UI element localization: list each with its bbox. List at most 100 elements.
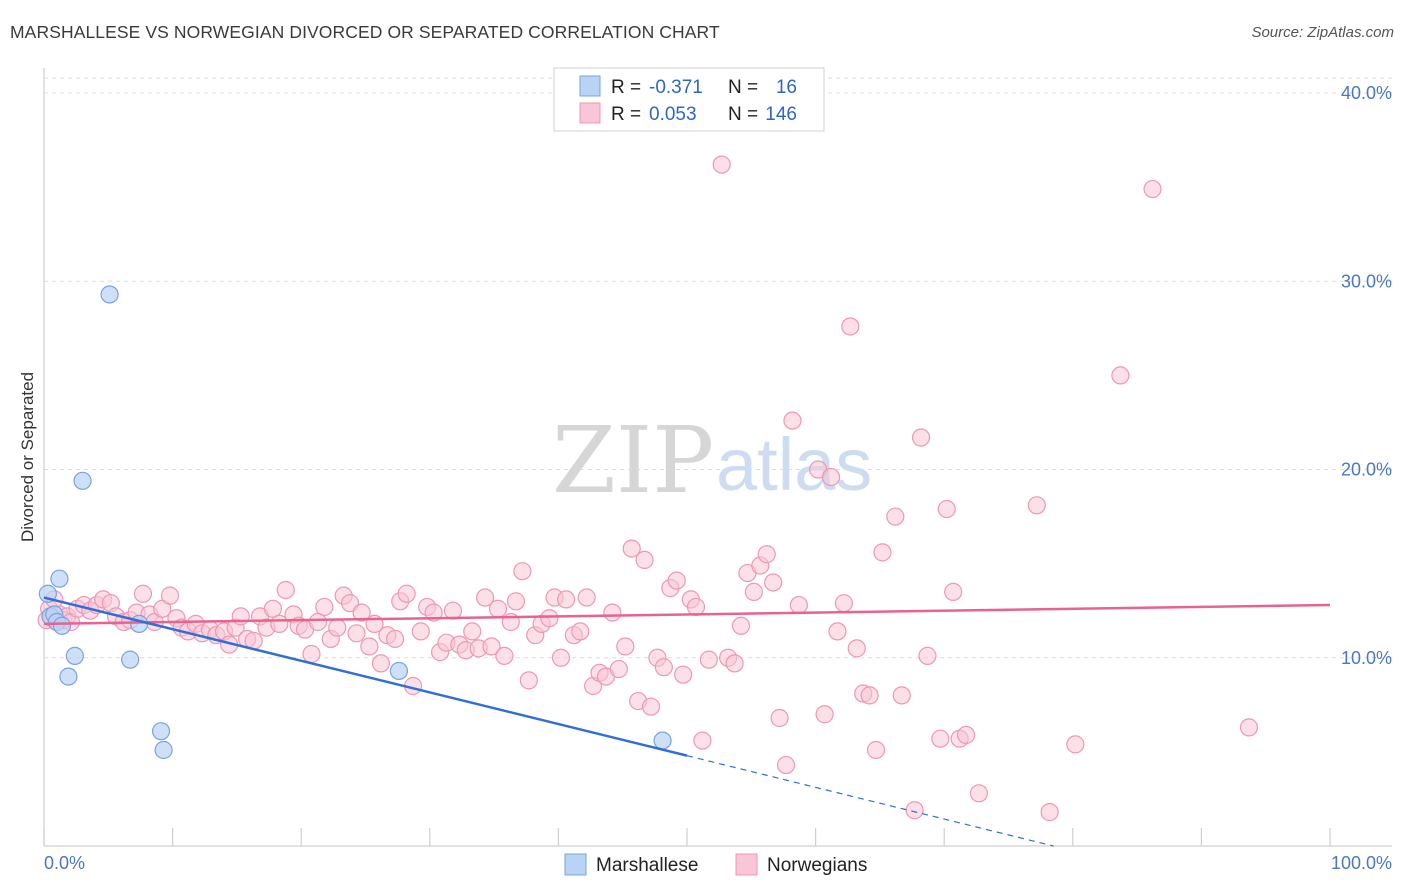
norwegians-point-97: [635, 550, 654, 569]
watermark-atlas: atlas: [716, 423, 872, 506]
norwegians-point-107: [699, 650, 718, 669]
norwegians-point-84: [551, 648, 571, 667]
norwegians-point-124: [828, 622, 847, 641]
x-tick-label-min: 0.0%: [44, 853, 85, 873]
marshallese-point-10: [121, 650, 140, 669]
norwegians-point-82: [540, 609, 559, 628]
marshallese-point-4: [50, 569, 69, 588]
norwegians-point-46: [308, 612, 328, 632]
norwegians-point-70: [463, 622, 482, 641]
trend-lines: [43, 596, 1331, 847]
norwegians-point-100: [654, 658, 673, 677]
norwegians-point-141: [956, 725, 976, 745]
norwegians-point-142: [969, 784, 989, 803]
norwegians-point-93: [609, 659, 628, 679]
marshallese-trend-extension: [686, 755, 1054, 847]
norwegians-point-119: [783, 411, 802, 430]
norwegians-point-54: [360, 637, 379, 656]
norwegians-point-88: [577, 588, 596, 607]
marshallese-point-7: [65, 646, 84, 665]
marshallese-point-12: [151, 722, 171, 741]
legend-swatch-marshallese: [579, 75, 601, 97]
norwegians-point-73: [482, 637, 501, 656]
norwegians-point-92: [603, 603, 622, 622]
norwegians-point-102: [667, 571, 686, 590]
norwegians-point-53: [352, 603, 371, 622]
marshallese-point-0: [38, 584, 57, 603]
legend-n-value-marshallese: 16: [776, 77, 797, 98]
norwegians-point-117: [770, 708, 789, 728]
norwegians-point-147: [1143, 179, 1162, 199]
x-tick-label-max: 100.0%: [1331, 853, 1392, 873]
norwegians-point-134: [905, 801, 924, 820]
norwegians-point-146: [1111, 366, 1130, 385]
y-tick-label-40: 40.0%: [1341, 83, 1392, 103]
norwegians-point-108: [712, 155, 731, 174]
norwegians-point-56: [371, 654, 391, 673]
marshallese-trend-line: [43, 596, 688, 757]
norwegians-point-111: [731, 616, 751, 635]
norwegians-point-126: [841, 317, 860, 336]
norwegians-point-136: [918, 646, 937, 665]
norwegians-trend-line: [43, 603, 1331, 626]
norwegians-point-52: [347, 624, 366, 643]
axes: [43, 68, 1392, 847]
marshallese-point-13: [154, 740, 173, 760]
y-tick-labels: 10.0% 20.0% 30.0% 40.0%: [1341, 83, 1392, 668]
norwegians-point-123: [821, 467, 841, 487]
x-ticks: [43, 828, 1331, 846]
norwegians-point-23: [160, 586, 180, 605]
norwegians-point-139: [944, 582, 963, 601]
norwegians-point-98: [641, 697, 661, 716]
norwegians-point-143: [1027, 496, 1046, 515]
norwegians-point-129: [860, 686, 879, 705]
norwegians-point-67: [443, 601, 463, 620]
series-legend-swatch-norwegians: [735, 853, 758, 876]
norwegians-point-127: [847, 639, 866, 658]
norwegians-point-115: [757, 545, 776, 564]
y-tick-label-20: 20.0%: [1341, 460, 1392, 480]
marshallese-point-9: [100, 285, 119, 304]
legend-r-value-marshallese: -0.371: [649, 77, 703, 98]
norwegians-point-113: [744, 582, 763, 601]
norwegians-point-78: [513, 562, 532, 581]
series-legend-swatch-marshallese: [564, 853, 587, 876]
norwegians-point-47: [315, 597, 334, 617]
norwegians-point-39: [263, 599, 283, 618]
legend-swatch-norwegians: [579, 102, 601, 124]
stats-legend: R = -0.371 N = 16 R = 0.053 N = 146: [553, 67, 825, 132]
y-tick-label-10: 10.0%: [1341, 648, 1392, 668]
marshallese-point-11: [130, 614, 149, 633]
y-axis-label: Divorced or Separated: [18, 372, 37, 542]
norwegians-point-131: [873, 543, 892, 562]
marshallese-point-5: [52, 616, 72, 635]
norwegians-point-58: [385, 629, 405, 649]
watermark-zip: ZIP: [552, 407, 714, 514]
legend-n-value-norwegians: 146: [765, 104, 797, 125]
norwegians-point-116: [764, 573, 783, 592]
norwegians-point-138: [937, 499, 956, 519]
norwegians-point-45: [302, 644, 321, 664]
y-tick-label-30: 30.0%: [1341, 271, 1392, 291]
norwegians-point-19: [133, 584, 153, 603]
norwegians-point-110: [725, 654, 744, 673]
norwegians-point-95: [622, 539, 641, 558]
marshallese-point-15: [653, 731, 672, 750]
norwegians-point-49: [328, 618, 347, 637]
norwegians-point-144: [1040, 803, 1059, 822]
marshallese-point-8: [73, 471, 92, 490]
norwegians-point-87: [571, 622, 590, 641]
marshallese-point-6: [59, 667, 78, 686]
norwegians-point-130: [866, 740, 886, 760]
norwegians-point-148: [1239, 718, 1259, 737]
norwegians-point-133: [892, 686, 911, 705]
norwegians-point-64: [424, 603, 443, 622]
norwegians-point-103: [674, 665, 693, 684]
source-credit: Source: ZipAtlas.com: [1251, 24, 1394, 41]
norwegians-point-118: [776, 755, 796, 775]
norwegians-point-72: [475, 588, 495, 607]
norwegians-point-62: [411, 622, 430, 641]
norwegians-point-85: [557, 590, 576, 609]
norwegians-point-41: [276, 580, 295, 600]
norwegians-point-75: [495, 646, 514, 665]
